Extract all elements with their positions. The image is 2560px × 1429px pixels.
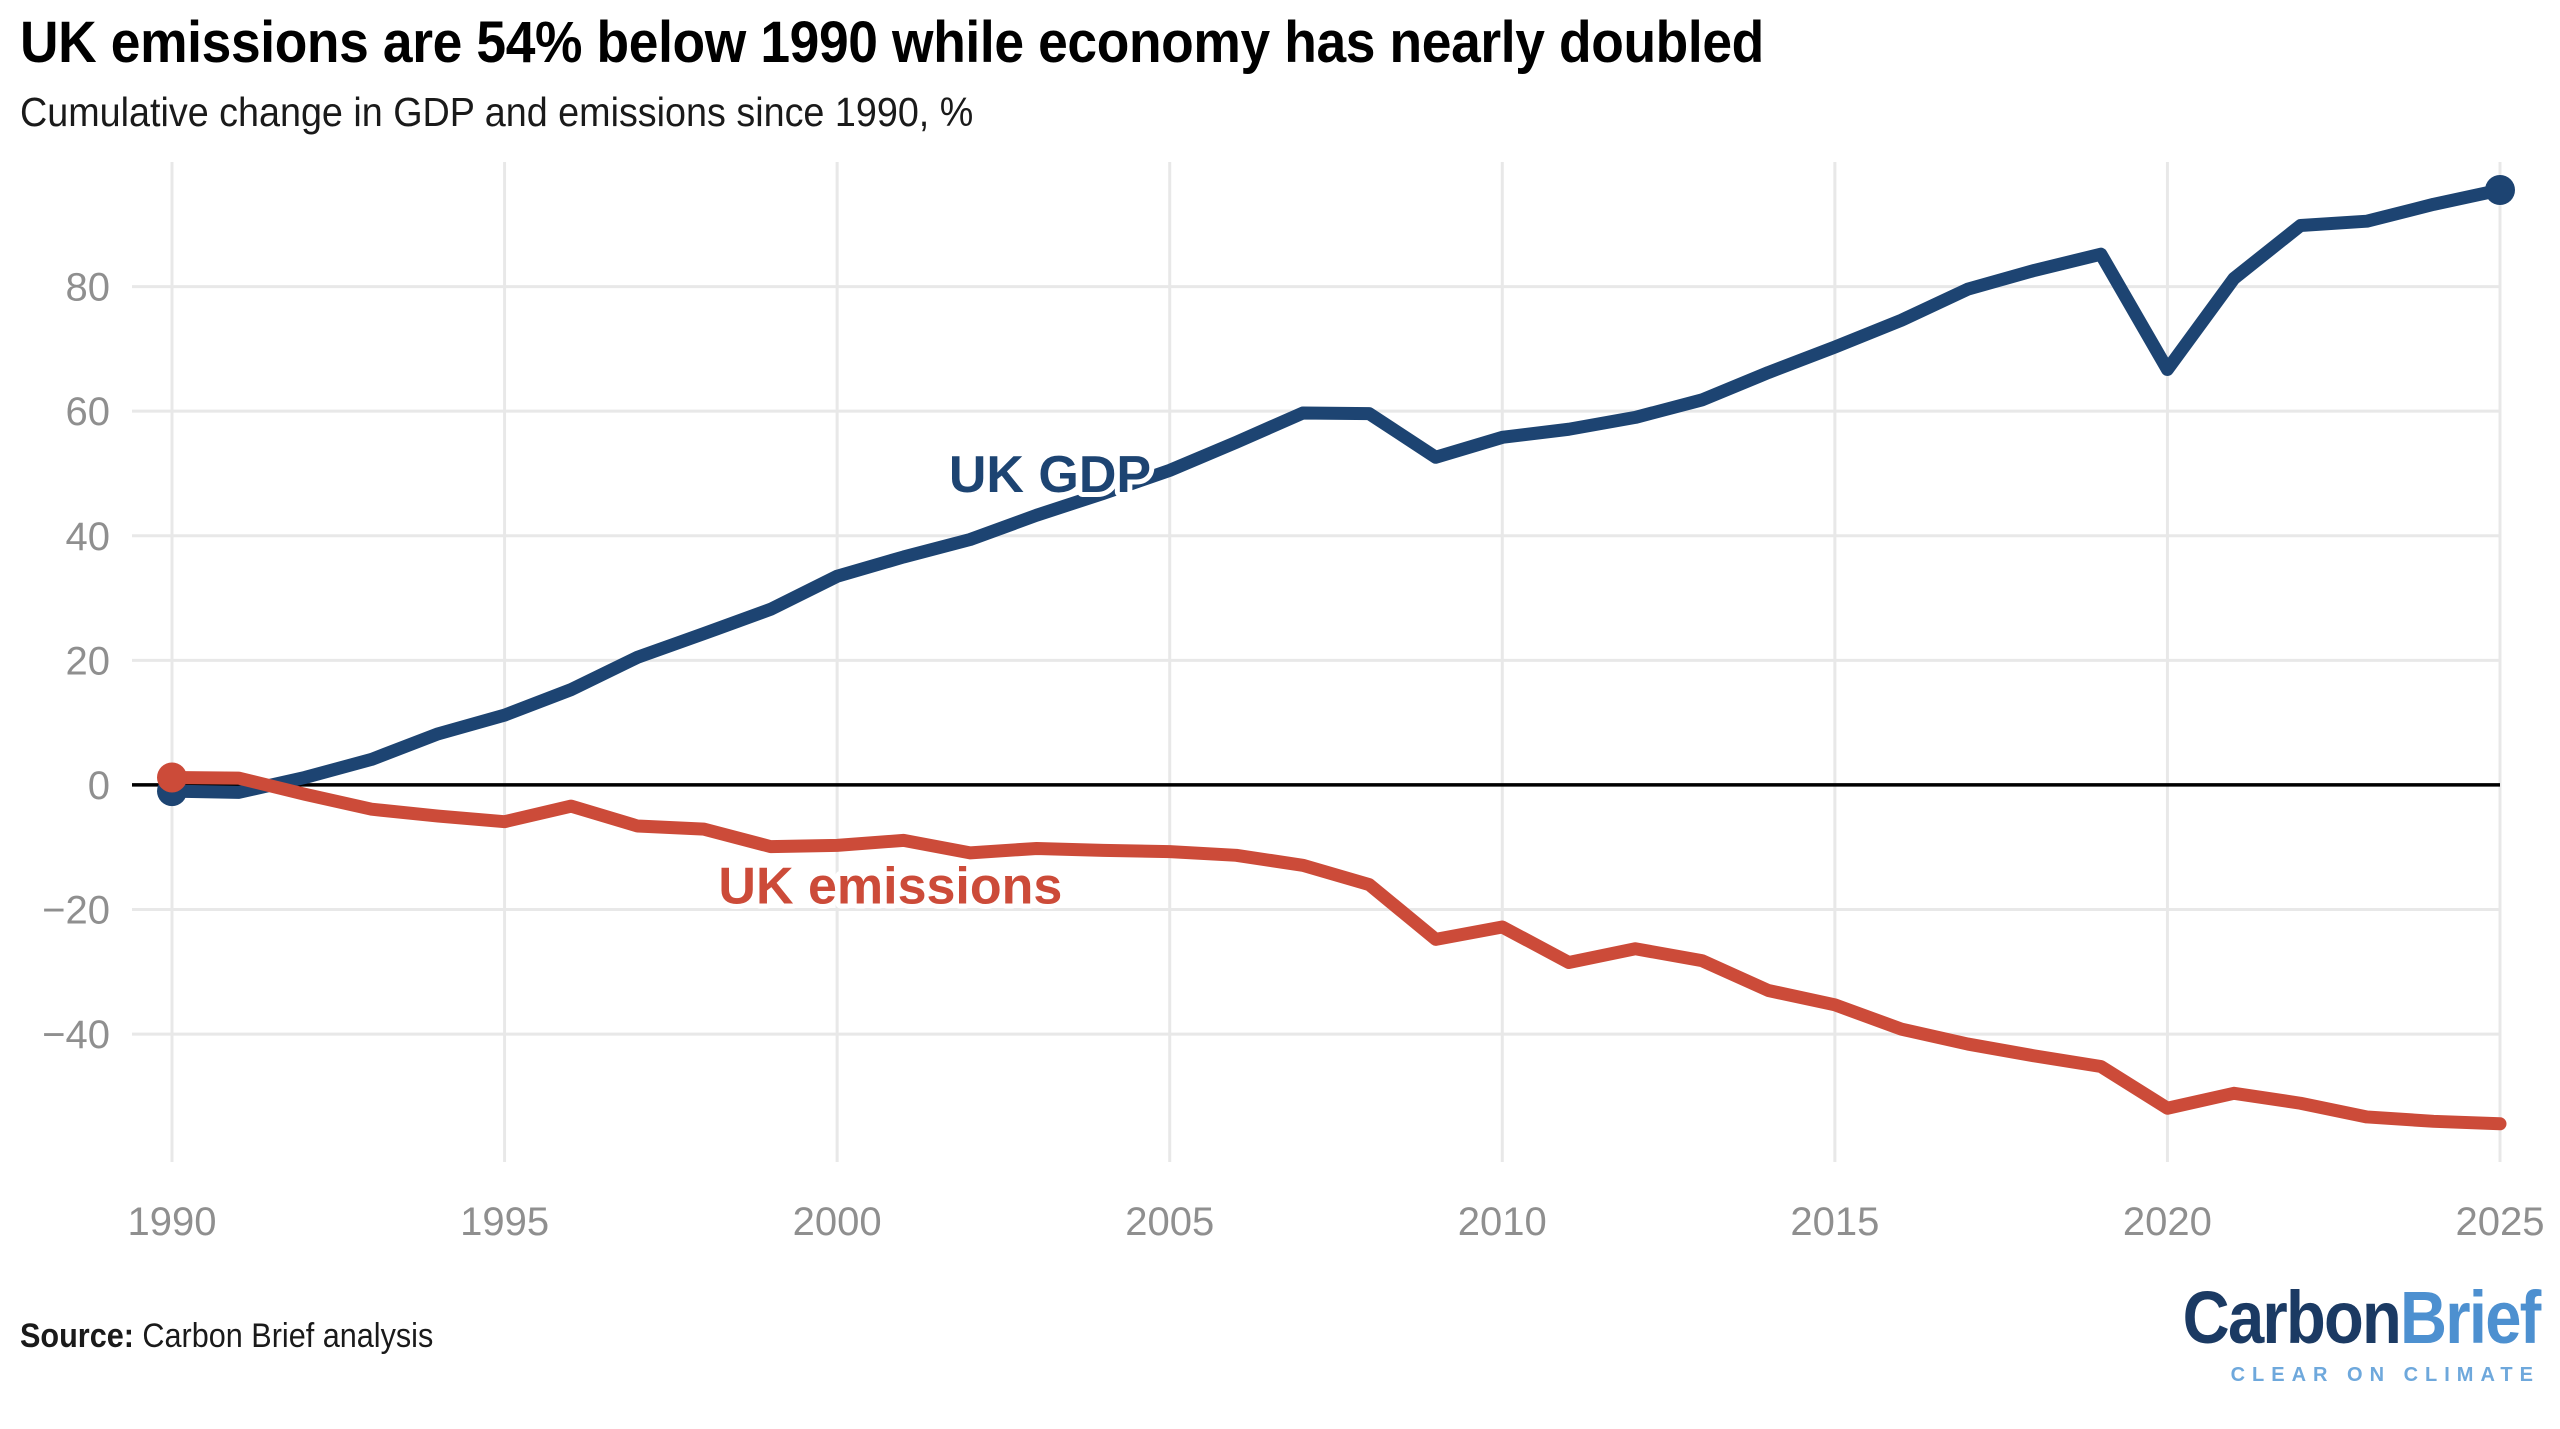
series-label-uk-emissions: UK emissions — [718, 857, 1062, 915]
data-markers-group — [157, 175, 2515, 807]
y-axis-tick-labels: −40 −20 0 20 40 60 80 — [42, 266, 110, 1058]
chart-subtitle: Cumulative change in GDP and emissions s… — [20, 89, 974, 135]
y-tick-label: 80 — [66, 266, 111, 310]
y-tick-label: 20 — [66, 639, 111, 683]
chart-header: UK emissions are 54% below 1990 while ec… — [20, 0, 2540, 133]
series-line-uk-gdp — [165, 183, 2507, 799]
y-tick-label: 60 — [66, 390, 111, 434]
x-tick-label: 2015 — [1790, 1200, 1879, 1244]
carbonbrief-logo: CarbonBrief CLEAR ON CLIMATE — [2134, 1281, 2542, 1386]
series-label-uk-gdp: UK GDP — [949, 446, 1151, 504]
y-tick-label: 40 — [66, 515, 111, 559]
page-title: UK emissions are 54% below 1990 while ec… — [20, 10, 1764, 75]
chart-plot-area: −40 −20 0 20 40 60 80 1990 1995 2000 2005 2010 2015… — [0, 150, 2560, 1300]
data-series-group — [165, 183, 2507, 1131]
source-note: Source: Carbon Brief analysis — [20, 1317, 433, 1356]
logo-wordmark: CarbonBrief — [2183, 1281, 2542, 1355]
x-tick-label: 1995 — [460, 1200, 549, 1244]
series-end-marker — [2485, 175, 2515, 206]
logo-carbon-text: Carbon — [2183, 1276, 2402, 1359]
series-inline-labels: UK GDP UK emissions — [713, 441, 1156, 920]
logo-tagline: CLEAR ON CLIMATE — [2230, 1364, 2540, 1386]
chart-footer: Source: Carbon Brief analysis CarbonBrie… — [20, 1281, 2542, 1401]
y-gridlines — [132, 285, 2500, 1036]
x-tick-label: 2005 — [1125, 1200, 1214, 1244]
logo-brief-text: Brief — [2400, 1276, 2541, 1359]
source-text: Carbon Brief analysis — [133, 1317, 434, 1355]
series-line-uk-emissions — [165, 770, 2507, 1131]
x-gridlines — [170, 162, 2502, 1162]
series-start-marker — [157, 762, 187, 793]
x-axis-tick-labels: 1990 1995 2000 2005 2010 2015 2020 2025 — [128, 1200, 2545, 1244]
y-tick-label: −20 — [42, 889, 110, 933]
line-chart: −40 −20 0 20 40 60 80 1990 1995 2000 2005 2010 2015… — [42, 162, 2545, 1244]
source-label: Source: — [20, 1317, 134, 1355]
x-tick-label: 2020 — [2123, 1200, 2212, 1244]
x-tick-label: 2010 — [1458, 1200, 1547, 1244]
x-tick-label: 2025 — [2456, 1200, 2545, 1244]
y-tick-label: −40 — [42, 1013, 110, 1057]
y-tick-label: 0 — [88, 764, 110, 808]
x-tick-label: 1990 — [128, 1200, 217, 1244]
x-tick-label: 2000 — [793, 1200, 882, 1244]
